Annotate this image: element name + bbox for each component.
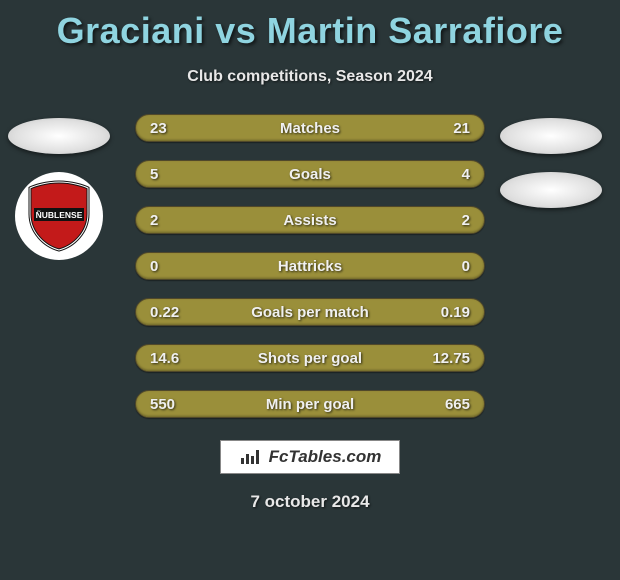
stat-row: 0.22 Goals per match 0.19 (135, 298, 485, 326)
shield-text: ÑUBLENSE (36, 210, 83, 220)
stat-right-value: 12.75 (430, 350, 470, 367)
left-team-logos: ÑUBLENSE (8, 118, 110, 260)
stat-label: Min per goal (266, 396, 354, 413)
stat-label: Hattricks (278, 258, 342, 275)
stat-label: Goals (289, 166, 331, 183)
stat-label: Goals per match (251, 304, 369, 321)
stat-row: 550 Min per goal 665 (135, 390, 485, 418)
subtitle: Club competitions, Season 2024 (0, 68, 620, 86)
stat-right-value: 0.19 (430, 304, 470, 321)
stat-label: Shots per goal (258, 350, 362, 367)
placeholder-badge (8, 118, 110, 154)
nublense-badge: ÑUBLENSE (15, 172, 103, 260)
stat-left-value: 23 (150, 120, 190, 137)
brand-footer: FcTables.com (0, 440, 620, 474)
stat-left-value: 5 (150, 166, 190, 183)
stat-right-value: 665 (430, 396, 470, 413)
stat-left-value: 550 (150, 396, 190, 413)
stat-left-value: 14.6 (150, 350, 190, 367)
chart-icon (239, 448, 261, 466)
stat-right-value: 0 (430, 258, 470, 275)
stat-right-value: 21 (430, 120, 470, 137)
stat-right-value: 2 (430, 212, 470, 229)
stat-row: 5 Goals 4 (135, 160, 485, 188)
stat-row: 23 Matches 21 (135, 114, 485, 142)
placeholder-badge (500, 172, 602, 208)
stat-label: Assists (283, 212, 336, 229)
stat-left-value: 0 (150, 258, 190, 275)
placeholder-badge (500, 118, 602, 154)
stat-left-value: 2 (150, 212, 190, 229)
stat-right-value: 4 (430, 166, 470, 183)
stat-left-value: 0.22 (150, 304, 190, 321)
stat-row: 2 Assists 2 (135, 206, 485, 234)
stat-label: Matches (280, 120, 340, 137)
stat-row: 0 Hattricks 0 (135, 252, 485, 280)
stat-row: 14.6 Shots per goal 12.75 (135, 344, 485, 372)
page-title: Graciani vs Martin Sarrafiore (0, 0, 620, 52)
brand-text: FcTables.com (269, 447, 382, 467)
date-label: 7 october 2024 (0, 492, 620, 512)
shield-icon: ÑUBLENSE (24, 180, 94, 252)
right-team-logos (500, 118, 602, 208)
brand-box: FcTables.com (220, 440, 401, 474)
